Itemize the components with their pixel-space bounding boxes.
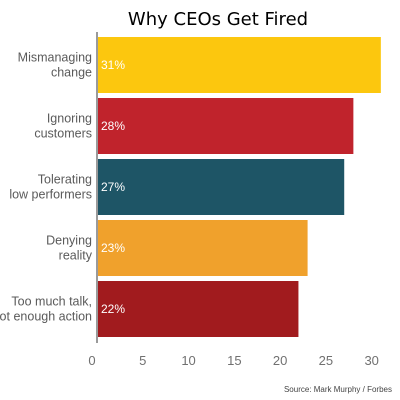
category-label-1-line-1: customers <box>34 127 92 141</box>
bar-4 <box>97 281 299 337</box>
category-label-2-line-1: low performers <box>9 188 92 202</box>
bar-0 <box>97 37 381 93</box>
category-label-4-line-0: Too much talk, <box>11 295 92 309</box>
bar-value-label-4: 22% <box>101 302 125 316</box>
x-tick-label-10: 10 <box>181 353 195 368</box>
x-tick-label-30: 30 <box>364 353 378 368</box>
category-label-3-line-0: Denying <box>46 234 92 248</box>
x-tick-label-15: 15 <box>227 353 241 368</box>
chart-title: Why CEOs Get Fired <box>128 9 308 30</box>
category-label-0-line-0: Mismanaging <box>18 51 92 65</box>
bar-value-label-1: 28% <box>101 119 125 133</box>
bar-value-label-0: 31% <box>101 58 125 72</box>
x-tick-label-25: 25 <box>319 353 333 368</box>
category-label-2-line-0: Tolerating <box>38 173 92 187</box>
category-label-1-line-0: Ignoring <box>47 112 92 126</box>
category-label-0-line-1: change <box>51 66 92 80</box>
source-note: Source: Mark Murphy / Forbes <box>284 385 392 394</box>
bar-2 <box>97 159 345 215</box>
bar-1 <box>97 98 354 154</box>
x-tick-label-20: 20 <box>273 353 287 368</box>
x-axis-ticks: 0 5 10 15 20 25 30 <box>88 353 379 368</box>
bar-value-label-3: 23% <box>101 241 125 255</box>
category-label-4-line-1: not enough action <box>0 310 92 324</box>
bars-layer <box>97 37 381 337</box>
x-tick-label-0: 0 <box>88 353 95 368</box>
bar-3 <box>97 220 308 276</box>
category-label-3-line-1: reality <box>59 249 93 263</box>
bar-value-label-2: 27% <box>101 180 125 194</box>
x-tick-label-5: 5 <box>139 353 146 368</box>
